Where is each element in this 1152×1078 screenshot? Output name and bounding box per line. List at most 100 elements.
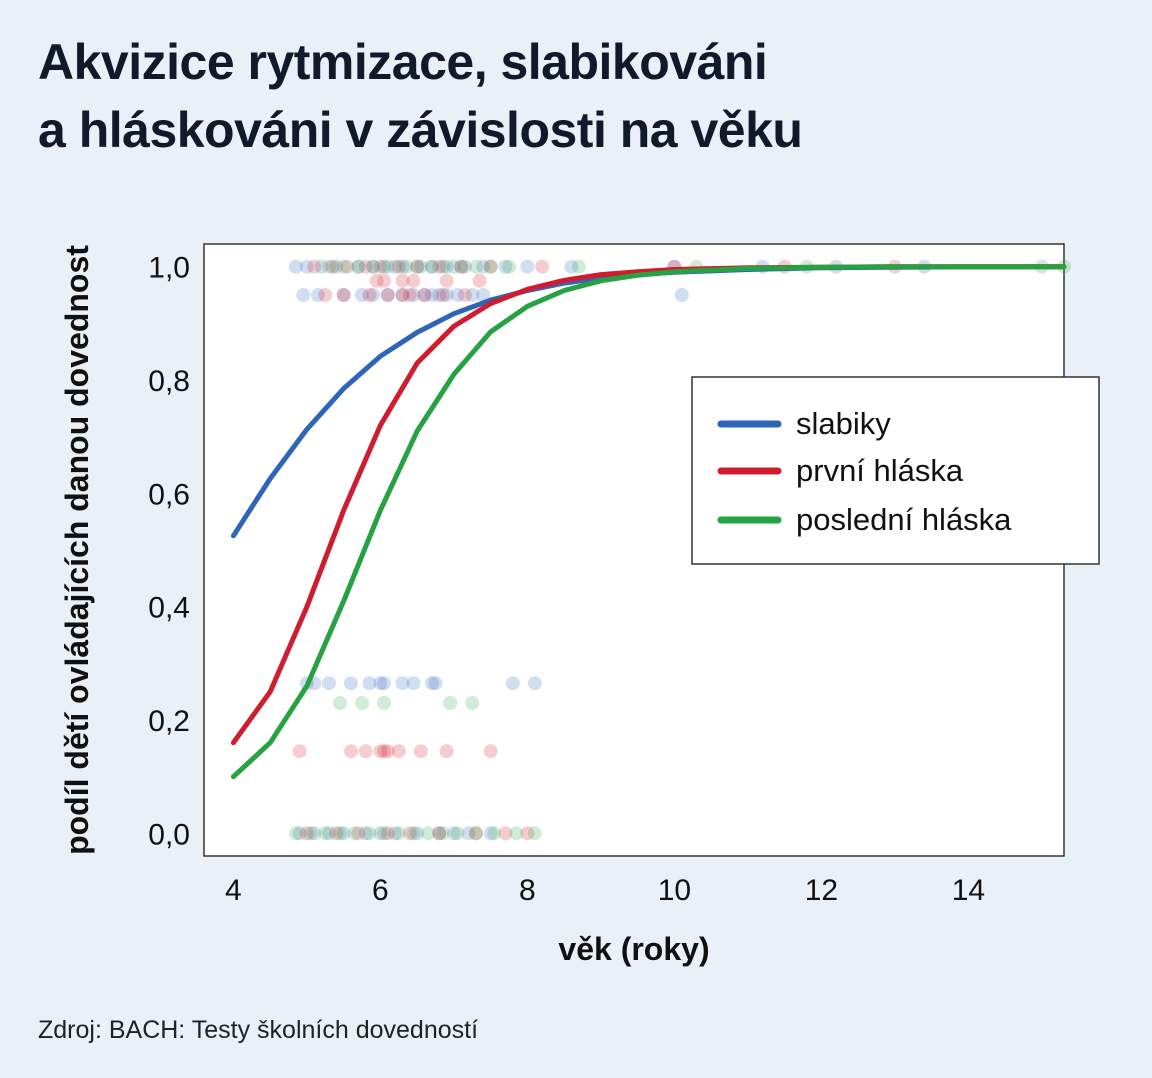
point-prvni-hlaska xyxy=(344,744,358,759)
point-posledni-hlaska xyxy=(355,696,369,710)
point-slabiky xyxy=(674,288,689,302)
point-slabiky xyxy=(432,288,447,302)
point-prvni-hlaska xyxy=(373,259,388,274)
point-prvni-hlaska xyxy=(417,288,432,302)
point-slabiky xyxy=(344,676,358,691)
y-tick-label: 0,0 xyxy=(148,818,190,851)
point-posledni-hlaska xyxy=(439,259,454,274)
point-posledni-hlaska xyxy=(509,826,524,841)
point-slabiky xyxy=(428,676,443,691)
point-prvni-hlaska xyxy=(391,259,406,274)
point-posledni-hlaska xyxy=(502,259,516,274)
y-tick-label: 0,8 xyxy=(148,365,190,398)
point-posledni-hlaska xyxy=(377,826,392,841)
point-prvni-hlaska xyxy=(336,288,351,302)
x-tick-label: 6 xyxy=(372,874,389,907)
point-posledni-hlaska xyxy=(336,259,351,274)
point-prvni-hlaska xyxy=(454,259,469,274)
source-note: Zdroj: BACH: Testy školních dovedností xyxy=(38,1016,479,1044)
legend-label-prvni-hlaska: první hláska xyxy=(796,453,964,488)
point-posledni-hlaska xyxy=(487,826,502,841)
point-slabiky xyxy=(336,288,351,302)
y-tick-label: 0,2 xyxy=(148,705,190,738)
point-prvni-hlaska xyxy=(520,826,535,841)
point-slabiky xyxy=(450,288,465,302)
point-posledni-hlaska xyxy=(406,826,421,841)
point-slabiky xyxy=(377,259,392,274)
title-line-2: a hláskováni v závislosti na věku xyxy=(38,102,803,158)
point-prvni-hlaska xyxy=(380,826,395,841)
y-tick-label: 0,4 xyxy=(148,592,190,625)
point-slabiky xyxy=(399,259,414,274)
point-prvni-hlaska xyxy=(362,288,377,302)
point-slabiky xyxy=(362,676,377,691)
point-slabiky xyxy=(395,288,410,302)
point-posledni-hlaska xyxy=(450,826,465,841)
point-slabiky xyxy=(395,676,410,691)
point-prvni-hlaska xyxy=(483,259,498,274)
legend-label-slabiky: slabiky xyxy=(796,406,891,441)
point-slabiky xyxy=(366,259,381,274)
line-posledni-hlaska xyxy=(230,264,1067,780)
point-prvni-hlaska xyxy=(380,744,395,759)
point-prvni-hlaska xyxy=(472,273,487,288)
point-prvni-hlaska xyxy=(292,744,307,759)
point-slabiky xyxy=(465,288,480,302)
y-axis-label: podíl dětí ovládajících danou dovednost xyxy=(59,245,95,855)
y-tick-label: 1,0 xyxy=(148,252,190,285)
point-slabiky xyxy=(358,826,373,841)
point-slabiky xyxy=(439,288,454,302)
point-prvni-hlaska xyxy=(410,259,425,274)
x-axis-ticks: 4 6 8 10 12 14 xyxy=(225,874,985,907)
point-slabiky xyxy=(457,259,472,274)
point-posledni-hlaska xyxy=(303,826,318,841)
point-slabiky xyxy=(406,288,421,302)
logistic-chart: 4 6 8 10 12 14 0,00,20,40,60,81,0 věk (roky) … xyxy=(59,243,1100,967)
point-slabiky xyxy=(446,259,461,274)
point-prvni-hlaska xyxy=(402,826,417,841)
point-slabiky xyxy=(292,826,307,841)
point-posledni-hlaska xyxy=(395,259,410,274)
x-tick-label: 4 xyxy=(225,874,242,907)
point-slabiky xyxy=(296,288,311,302)
point-slabiky xyxy=(322,676,336,691)
point-prvni-hlaska xyxy=(432,826,447,841)
point-posledni-hlaska xyxy=(469,826,483,841)
point-prvni-hlaska xyxy=(439,744,454,759)
point-posledni-hlaska xyxy=(469,259,483,274)
point-prvni-hlaska xyxy=(340,259,355,274)
point-slabiky xyxy=(307,826,322,841)
point-posledni-hlaska xyxy=(366,259,381,274)
point-slabiky xyxy=(476,288,491,302)
page-title: Akvizice rytmizace, slabikováni a hlásko… xyxy=(38,28,1118,164)
point-slabiky xyxy=(351,259,366,274)
point-posledni-hlaska xyxy=(288,826,303,841)
x-tick-label: 10 xyxy=(658,874,691,907)
point-prvni-hlaska xyxy=(535,259,550,274)
point-slabiky xyxy=(410,826,425,841)
point-slabiky xyxy=(527,676,542,691)
point-posledni-hlaska xyxy=(362,826,377,841)
point-prvni-hlaska xyxy=(457,288,472,302)
point-slabiky xyxy=(310,288,325,302)
x-axis-label: věk (roky) xyxy=(558,931,709,967)
point-slabiky xyxy=(424,288,439,302)
point-prvni-hlaska xyxy=(402,288,417,302)
series-lines xyxy=(230,264,1067,780)
point-prvni-hlaska xyxy=(358,744,373,759)
point-prvni-hlaska xyxy=(377,273,392,288)
point-posledni-hlaska xyxy=(465,696,480,710)
point-slabiky xyxy=(388,826,403,841)
legend-label-posledni-hlaska: poslední hláska xyxy=(796,502,1012,537)
point-slabiky xyxy=(314,259,329,274)
point-prvni-hlaska xyxy=(351,826,366,841)
point-prvni-hlaska xyxy=(369,273,384,288)
point-posledni-hlaska xyxy=(483,259,498,274)
point-posledni-hlaska xyxy=(333,826,347,841)
point-prvni-hlaska xyxy=(406,273,421,288)
legend: slabiky první hláska poslední hláska xyxy=(691,376,1100,565)
point-prvni-hlaska xyxy=(469,826,483,841)
point-prvni-hlaska xyxy=(413,744,428,759)
point-prvni-hlaska xyxy=(373,744,388,759)
point-slabiky xyxy=(483,826,498,841)
